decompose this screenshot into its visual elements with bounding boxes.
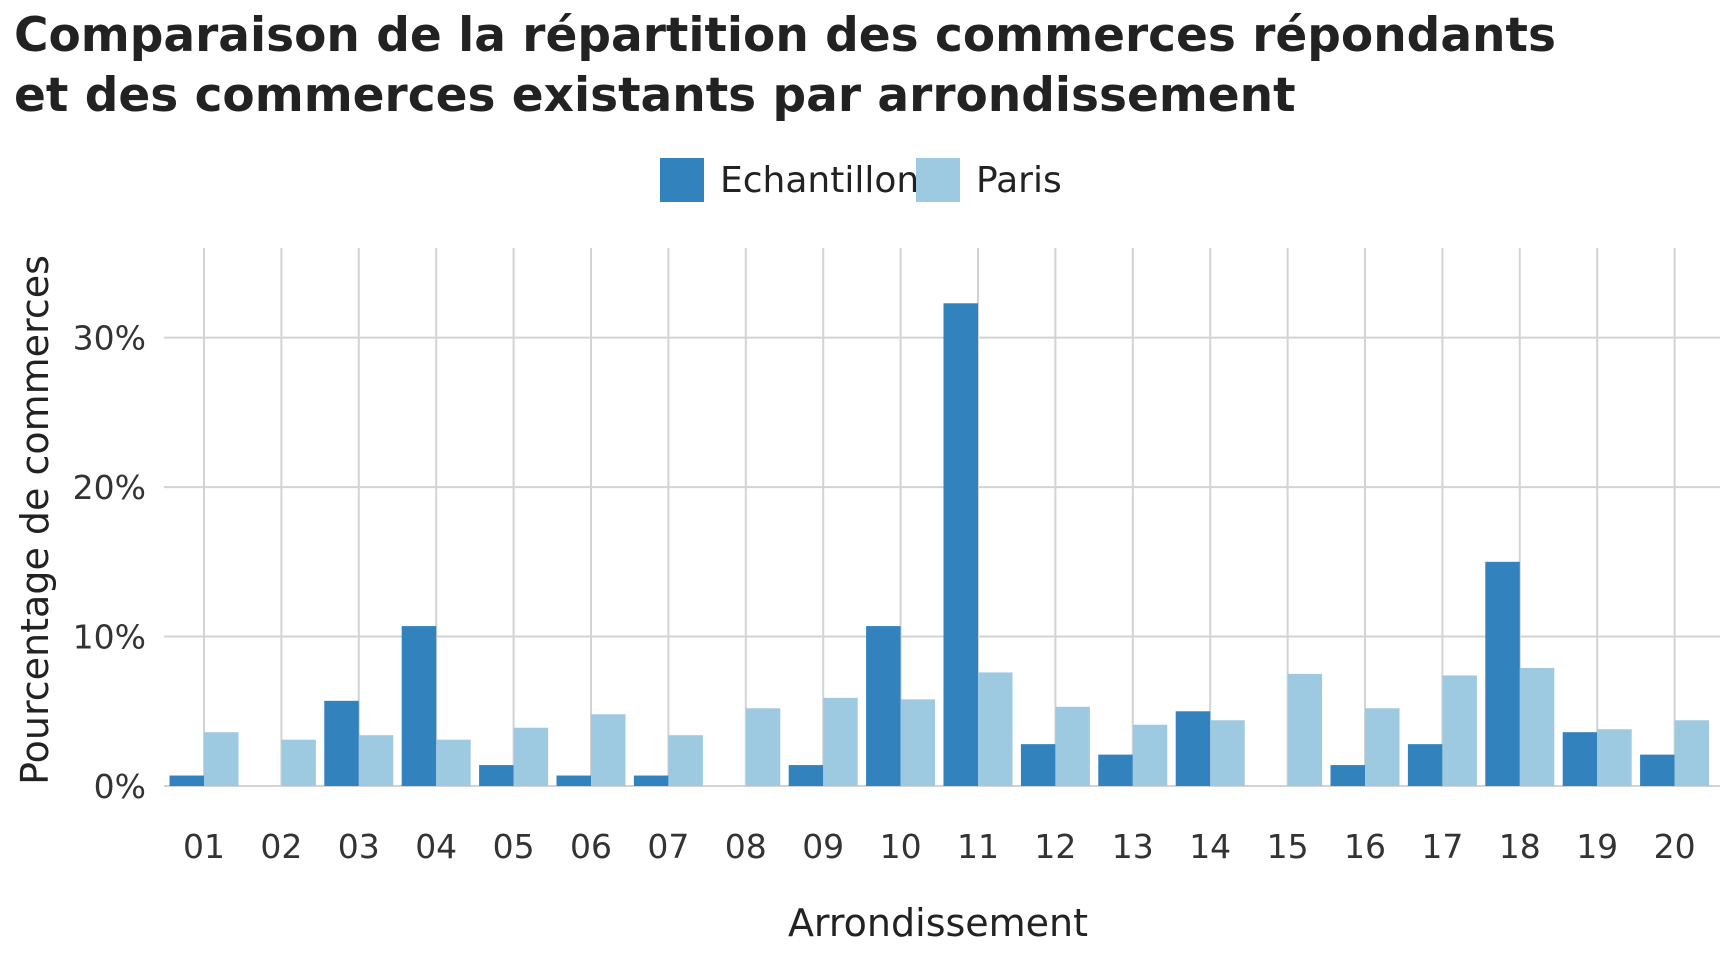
bar-paris-17	[1442, 675, 1477, 786]
bar-echantillon-14	[1175, 711, 1211, 786]
bar-echantillon-05	[479, 765, 514, 786]
legend-label-echantillon: Echantillon	[720, 159, 920, 201]
bar-paris-13	[1132, 724, 1168, 786]
y-axis-title: Pourcentage de commerces	[13, 255, 57, 785]
bar-echantillon-17	[1407, 744, 1443, 786]
chart-title-line-1: Comparaison de la répartition des commer…	[14, 8, 1556, 63]
x-tick-label: 04	[415, 827, 457, 866]
bar-paris-07	[668, 735, 703, 786]
y-tick-label: 30%	[73, 319, 146, 358]
x-tick-label: 18	[1499, 827, 1541, 866]
x-axis-title: Arrondissement	[788, 901, 1088, 945]
bar-echantillon-19	[1562, 732, 1598, 786]
bar-echantillon-03	[324, 700, 359, 786]
bar-paris-18	[1519, 667, 1555, 786]
bar-paris-19	[1597, 729, 1632, 786]
bar-paris-20	[1674, 720, 1710, 786]
bar-echantillon-20	[1640, 754, 1675, 786]
bar-paris-03	[358, 735, 394, 786]
bar-paris-09	[823, 697, 858, 786]
legend-swatch-echantillon	[660, 158, 704, 202]
legend-label-paris: Paris	[976, 159, 1062, 201]
legend: Echantillon Paris	[0, 158, 1728, 202]
legend-item-echantillon: Echantillon	[660, 158, 919, 202]
legend-swatch-paris	[916, 158, 960, 202]
bar-echantillon-16	[1330, 765, 1365, 786]
x-tick-label: 19	[1576, 827, 1618, 866]
x-tick-label: 10	[880, 827, 922, 866]
bar-paris-01	[204, 732, 239, 786]
bar-paris-02	[281, 739, 316, 786]
x-tick-label: 06	[570, 827, 612, 866]
x-tick-label: 01	[183, 827, 225, 866]
bar-echantillon-10	[866, 626, 901, 786]
bar-paris-11	[978, 672, 1013, 786]
bars	[169, 303, 1710, 786]
y-tick-label: 10%	[73, 618, 146, 657]
bar-paris-05	[513, 727, 549, 786]
x-tick-label: 07	[647, 827, 689, 866]
x-tick-label: 13	[1112, 827, 1154, 866]
x-tick-label: 15	[1267, 827, 1309, 866]
chart-title-line-2: et des commerces existants par arrondiss…	[14, 68, 1296, 123]
y-tick-label: 20%	[73, 468, 146, 507]
bar-echantillon-06	[556, 775, 591, 786]
bar-paris-06	[591, 714, 626, 786]
bar-paris-16	[1365, 708, 1400, 786]
x-tick-label: 16	[1344, 827, 1386, 866]
x-tick-label: 20	[1654, 827, 1696, 866]
x-tick-label: 17	[1421, 827, 1463, 866]
y-tick-labels: 0% 10% 20% 30%	[73, 319, 146, 806]
y-tick-label: 0%	[94, 767, 146, 806]
x-tick-labels: 01 02 03 04 05 06 07 08 09 10 11 12 13 14 15 16 17 18 19 20	[183, 827, 1696, 866]
bar-echantillon-07	[633, 775, 669, 786]
bar-paris-14	[1210, 720, 1245, 786]
bar-echantillon-12	[1020, 744, 1056, 786]
bar-paris-04	[436, 739, 471, 786]
bar-echantillon-11	[943, 303, 978, 786]
x-tick-label: 03	[338, 827, 380, 866]
bar-paris-08	[745, 708, 781, 786]
bar-echantillon-13	[1098, 754, 1133, 786]
bar-paris-10	[900, 699, 936, 786]
x-tick-label: 11	[957, 827, 999, 866]
chart-title: Comparaison de la répartition des commer…	[14, 6, 1714, 126]
bar-echantillon-04	[401, 626, 437, 786]
bar-echantillon-01	[169, 775, 204, 786]
x-tick-label: 02	[260, 827, 302, 866]
x-tick-label: 14	[1189, 827, 1231, 866]
x-tick-label: 08	[725, 827, 767, 866]
legend-item-paris: Paris	[916, 158, 1062, 202]
bar-paris-15	[1287, 673, 1323, 786]
x-tick-label: 09	[802, 827, 844, 866]
x-tick-label: 05	[493, 827, 535, 866]
bar-echantillon-09	[788, 765, 824, 786]
bar-echantillon-18	[1485, 561, 1520, 786]
bar-paris-12	[1055, 706, 1090, 786]
x-tick-label: 12	[1034, 827, 1076, 866]
